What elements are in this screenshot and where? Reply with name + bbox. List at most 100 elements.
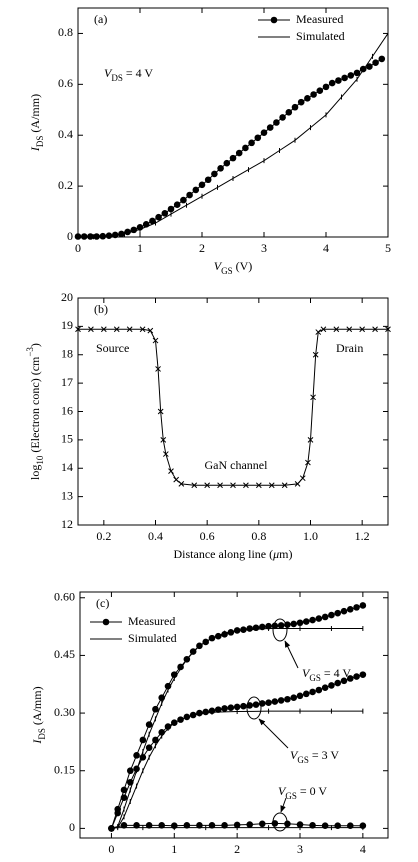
data-point bbox=[114, 809, 122, 817]
data-point bbox=[353, 604, 360, 611]
annotation-part: GaN channel bbox=[205, 458, 269, 472]
x-axis-label-part: μ bbox=[272, 547, 279, 561]
data-point bbox=[290, 620, 298, 628]
data-point bbox=[294, 481, 301, 487]
callout-arrow bbox=[280, 797, 287, 813]
data-point bbox=[113, 326, 120, 333]
data-point bbox=[254, 134, 262, 142]
annotation-part: GS bbox=[285, 791, 297, 801]
annotation-part: GS bbox=[309, 673, 321, 683]
data-point bbox=[346, 326, 353, 333]
data-point bbox=[229, 154, 237, 162]
data-point bbox=[145, 721, 153, 728]
data-point bbox=[173, 201, 181, 208]
data-point bbox=[309, 822, 316, 829]
data-point bbox=[227, 704, 235, 711]
data-point bbox=[198, 181, 206, 189]
data-point bbox=[186, 191, 193, 199]
x-tick-label: 0.8 bbox=[251, 529, 266, 543]
panel-title: (b) bbox=[94, 302, 108, 316]
callout-ellipse bbox=[272, 618, 288, 642]
data-point bbox=[296, 821, 304, 828]
x-tick-label: 0 bbox=[75, 241, 81, 255]
legend-marker bbox=[270, 16, 278, 24]
annotation-part: V bbox=[302, 666, 311, 680]
annotation-part: = 4 V bbox=[123, 66, 154, 80]
legend-label: Measured bbox=[128, 614, 175, 628]
data-point bbox=[126, 326, 133, 333]
data-point bbox=[284, 695, 291, 703]
data-point bbox=[196, 822, 203, 829]
data-point bbox=[372, 326, 378, 333]
data-point bbox=[246, 702, 254, 709]
data-point bbox=[221, 705, 228, 712]
data-point bbox=[167, 205, 175, 213]
data-point bbox=[233, 703, 241, 711]
data-point bbox=[333, 326, 340, 333]
annotation-part: V bbox=[290, 748, 299, 762]
data-point bbox=[161, 210, 169, 217]
data-point bbox=[246, 625, 254, 632]
data-point bbox=[268, 482, 275, 489]
data-point bbox=[100, 326, 107, 333]
data-point bbox=[334, 609, 342, 617]
data-point bbox=[271, 698, 279, 705]
annotation-part: GS bbox=[297, 755, 309, 765]
data-point bbox=[328, 79, 336, 87]
x-axis-label-part: V bbox=[214, 259, 223, 273]
y-tick-label: 0.8 bbox=[58, 25, 73, 39]
y-axis-label-part: (A/mm) bbox=[30, 686, 44, 728]
data-point bbox=[297, 98, 305, 106]
data-point bbox=[162, 451, 169, 457]
data-point bbox=[359, 602, 367, 609]
data-point bbox=[302, 690, 310, 698]
data-point bbox=[260, 129, 268, 136]
data-point bbox=[340, 607, 348, 615]
data-point bbox=[322, 83, 330, 91]
y-tick-label: 15 bbox=[61, 432, 73, 446]
data-point bbox=[328, 611, 335, 619]
data-point bbox=[155, 213, 162, 221]
data-point bbox=[341, 74, 348, 82]
y-tick-label: 18 bbox=[61, 347, 73, 361]
data-point bbox=[258, 700, 266, 707]
data-point bbox=[296, 619, 304, 627]
x-tick-label: 5 bbox=[385, 241, 391, 255]
data-point bbox=[310, 91, 317, 98]
data-point bbox=[178, 481, 185, 487]
y-tick-label: 12 bbox=[61, 517, 73, 531]
annotation: Drain bbox=[336, 341, 363, 355]
data-point bbox=[177, 663, 184, 671]
x-axis-label: VGS (V) bbox=[215, 860, 254, 862]
data-point bbox=[347, 72, 355, 79]
data-point bbox=[233, 821, 241, 829]
callout-ellipse bbox=[246, 696, 262, 720]
data-point bbox=[133, 822, 140, 829]
data-point bbox=[240, 702, 247, 710]
x-tick-label: 4 bbox=[360, 842, 366, 856]
data-point bbox=[258, 820, 266, 828]
data-point bbox=[252, 624, 260, 632]
panel-title: (a) bbox=[94, 12, 107, 26]
data-point bbox=[149, 217, 156, 225]
data-point bbox=[75, 326, 81, 333]
data-point bbox=[152, 705, 159, 713]
data-point bbox=[235, 149, 243, 157]
data-point bbox=[183, 822, 191, 829]
x-axis-label: Distance along line (μm) bbox=[173, 547, 292, 561]
x-tick-label: 1 bbox=[137, 241, 143, 255]
data-line bbox=[78, 58, 383, 237]
data-line bbox=[111, 628, 363, 829]
annotation-part: = 3 V bbox=[309, 748, 340, 762]
annotation: VGS = 4 V bbox=[302, 666, 351, 683]
data-point bbox=[211, 170, 218, 178]
x-tick-label: 1.0 bbox=[303, 529, 318, 543]
y-axis-label: IDS (A/mm) bbox=[30, 686, 47, 744]
data-point bbox=[120, 794, 128, 801]
data-point bbox=[139, 326, 146, 333]
data-point bbox=[296, 692, 304, 700]
legend-label: Simulated bbox=[128, 631, 177, 645]
data-point bbox=[255, 482, 262, 489]
data-line bbox=[77, 33, 389, 238]
